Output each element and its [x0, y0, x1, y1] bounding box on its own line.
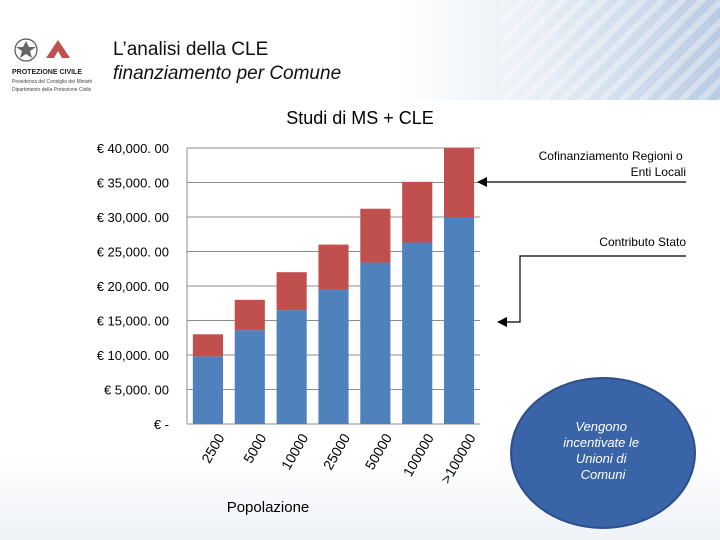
y-tick-label: € 40,000. 00 — [97, 141, 169, 156]
bar-segment-cofinanziamento — [360, 209, 390, 263]
arrowhead-contributo — [497, 317, 507, 327]
x-tick-label: 2500 — [198, 431, 228, 466]
y-tick-label: € 10,000. 00 — [97, 348, 169, 363]
bar-segment-cofinanziamento — [193, 334, 223, 356]
y-tick-label: € 20,000. 00 — [97, 279, 169, 294]
arrowhead-cofinanziamento — [477, 177, 487, 187]
bar-segment-cofinanziamento — [444, 148, 474, 217]
callout-line-4: Comuni — [581, 467, 627, 482]
annotation-cofinanziamento-line2: Enti Locali — [631, 165, 686, 179]
bar-segment-cofinanziamento — [318, 245, 348, 290]
callout-line-1: Vengono — [575, 419, 627, 434]
x-tick-label: >100000 — [437, 431, 478, 487]
x-tick-label: 10000 — [278, 431, 311, 473]
bar-segment-contributo-stato — [277, 310, 307, 424]
x-axis-ticks: 2500 5000 10000 25000 50000 100000 >100000 — [198, 431, 479, 487]
annotation-cofinanziamento-line1: Cofinanziamento Regioni o — [539, 149, 683, 163]
y-tick-label: € 15,000. 00 — [97, 314, 169, 329]
bar-segment-contributo-stato — [360, 263, 390, 424]
x-axis-label: Popolazione — [227, 499, 310, 516]
bar-segment-contributo-stato — [235, 330, 265, 424]
x-tick-label: 50000 — [362, 431, 395, 473]
annotation-cofinanziamento: Cofinanziamento Regioni o Enti Locali — [539, 149, 686, 179]
y-tick-label: € 5,000. 00 — [104, 383, 169, 398]
arrow-contributo — [505, 256, 686, 322]
y-tick-label: € - — [154, 417, 169, 432]
annotation-contributo: Contributo Stato — [599, 235, 686, 249]
callout-line-2: incentivate le — [563, 435, 639, 450]
x-tick-label: 100000 — [400, 431, 437, 480]
bar-segment-contributo-stato — [193, 356, 223, 424]
y-tick-label: € 25,000. 00 — [97, 245, 169, 260]
y-tick-label: € 35,000. 00 — [97, 176, 169, 191]
x-tick-label: 25000 — [320, 431, 353, 473]
x-tick-label: 5000 — [240, 431, 270, 466]
callout-line-3: Unioni di — [576, 451, 628, 466]
bar-segment-cofinanziamento — [277, 272, 307, 310]
bar-segment-contributo-stato — [318, 289, 348, 424]
bar-segment-contributo-stato — [444, 217, 474, 424]
bar-segment-contributo-stato — [402, 243, 432, 424]
bar-segment-cofinanziamento — [235, 300, 265, 330]
y-axis-ticks: € - € 5,000. 00 € 10,000. 00 € 15,000. 00 € … — [97, 141, 169, 432]
bar-segment-cofinanziamento — [402, 182, 432, 243]
y-tick-label: € 30,000. 00 — [97, 210, 169, 225]
